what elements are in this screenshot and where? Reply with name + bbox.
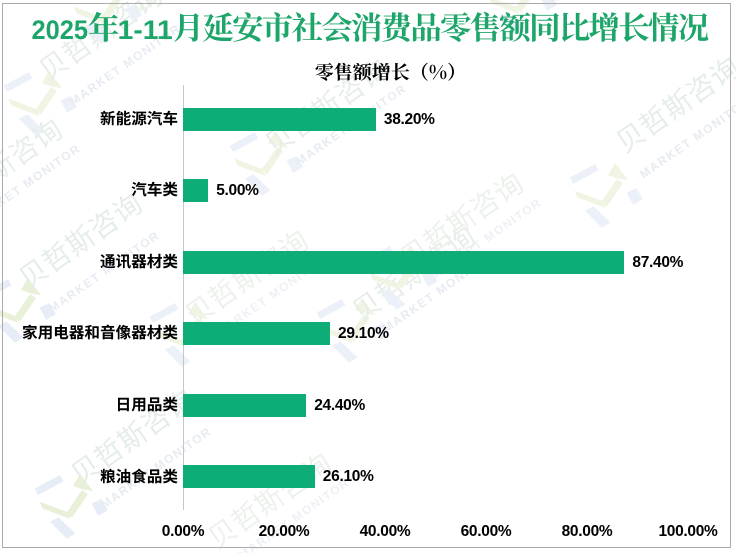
svg-text:2025: 2025: [32, 15, 89, 45]
svg-text:1-11: 1-11: [118, 15, 173, 45]
